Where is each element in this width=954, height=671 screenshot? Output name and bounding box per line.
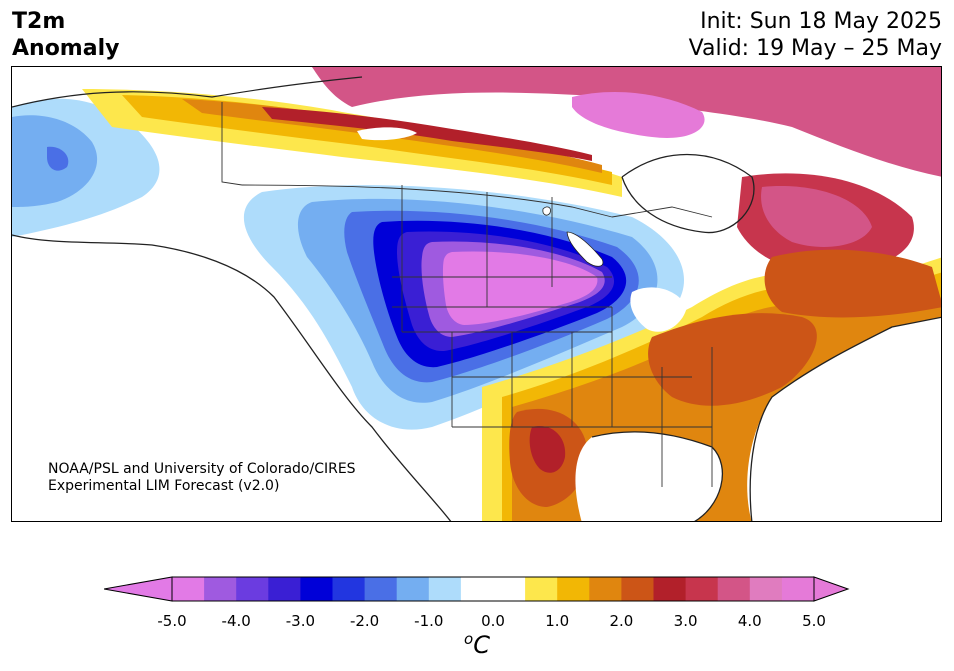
credit-line-2: Experimental LIM Forecast (v2.0) — [48, 478, 280, 494]
arctic-islands-white — [357, 127, 417, 141]
colorbar-cell — [428, 577, 462, 601]
colorbar-cell — [460, 577, 494, 601]
map-canvas — [12, 67, 941, 521]
colorbar-tick-label: 1.0 — [545, 612, 570, 630]
colorbar-cell — [525, 577, 558, 601]
gulf-of-mexico — [575, 431, 723, 521]
colorbar-min-extend — [104, 576, 173, 602]
lake-small — [542, 206, 551, 216]
map-title: T2m Anomaly — [12, 8, 119, 62]
colorbar-cell — [172, 577, 205, 601]
colorbar-cell — [493, 577, 526, 601]
credit-line-1: NOAA/PSL and University of Colorado/CIRE… — [48, 461, 356, 477]
colorbar — [104, 576, 850, 602]
init-date: Init: Sun 18 May 2025 — [700, 9, 942, 34]
colorbar-cell — [781, 577, 815, 601]
colorbar-tick-label: -1.0 — [414, 612, 444, 630]
colorbar-tick-labels: -5.0 -4.0 -3.0 -2.0 -1.0 0.0 1.0 2.0 3.0 4.0 5.0 — [0, 612, 954, 632]
colorbar-cell — [396, 577, 430, 601]
colorbar-cell — [332, 577, 366, 601]
great-lakes — [630, 287, 687, 332]
colorbar-tick-label: 3.0 — [673, 612, 698, 630]
new-england-warm — [764, 249, 941, 318]
pacific-ocean — [12, 237, 451, 521]
unit-celsius: C — [473, 631, 490, 659]
colorbar-tick-label: -3.0 — [285, 612, 316, 630]
colorbar-outline — [171, 576, 815, 602]
colorbar-cell — [557, 577, 590, 601]
coastline-east — [749, 316, 941, 521]
colorbar-tick-label: 0.0 — [481, 612, 505, 630]
colorbar-tick-label: 4.0 — [737, 612, 762, 630]
forecast-dates: Init: Sun 18 May 2025 Valid: 19 May – 25… — [689, 8, 942, 62]
colorbar-cell — [268, 577, 301, 601]
colorbar-cell — [685, 577, 719, 601]
quebec-warm-core — [761, 186, 872, 247]
colorbar-tick-label: -4.0 — [221, 612, 251, 630]
lake-winnipeg — [566, 231, 604, 267]
valid-range: Valid: 19 May – 25 May — [688, 36, 942, 61]
colorbar-cell — [204, 577, 237, 601]
colorbar-cell — [300, 577, 333, 601]
political-borders — [221, 102, 713, 487]
colorbar-unit: oC — [0, 630, 954, 659]
canada-warm-red — [262, 107, 592, 161]
colorbar-tick-label: 2.0 — [609, 612, 634, 630]
atlantic-ocean — [747, 317, 941, 521]
colorbar-cell — [589, 577, 622, 601]
colorbar-cell — [717, 577, 751, 601]
title-line-2: Anomaly — [12, 36, 120, 61]
anomaly-map — [11, 66, 942, 522]
east-warm-red — [648, 313, 817, 406]
arctic-warm — [312, 67, 941, 177]
colorbar-tick-label: 5.0 — [802, 612, 826, 630]
arctic-warm-core — [572, 92, 705, 138]
title-line-1: T2m — [12, 9, 66, 34]
credit-text: NOAA/PSL and University of Colorado/CIRE… — [48, 461, 356, 495]
coastline-west — [12, 234, 452, 521]
colorbar-max-extend — [813, 576, 850, 602]
colorbar-tick-label: -5.0 — [157, 612, 187, 630]
colorbar-cell — [236, 577, 269, 601]
unit-degree: o — [464, 630, 474, 648]
colorbar-cell — [653, 577, 687, 601]
coastline-arctic — [12, 76, 363, 108]
colorbar-cell — [749, 577, 783, 601]
texas-warm-core — [529, 426, 566, 473]
colorbar-tick-label: -2.0 — [349, 612, 380, 630]
alaska-cool-core — [47, 146, 69, 171]
colorbar-cell — [364, 577, 398, 601]
colorbar-cell — [621, 577, 654, 601]
coastline-hudson — [621, 153, 755, 234]
hudson-bay — [622, 154, 754, 233]
